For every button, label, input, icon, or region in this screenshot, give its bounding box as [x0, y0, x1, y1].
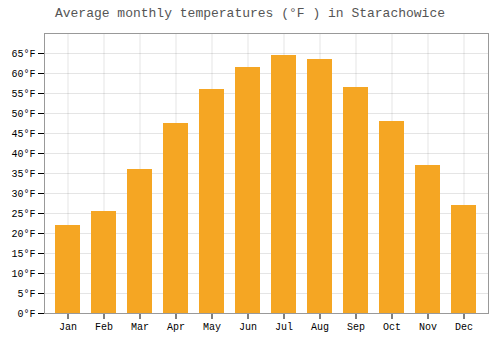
svg-text:Apr: Apr — [167, 322, 185, 333]
svg-text:Oct: Oct — [383, 322, 401, 333]
svg-text:Aug: Aug — [311, 322, 329, 333]
svg-text:Feb: Feb — [95, 322, 113, 333]
svg-text:Mar: Mar — [131, 322, 149, 333]
svg-text:55°F: 55°F — [11, 89, 35, 100]
svg-text:30°F: 30°F — [11, 189, 35, 200]
svg-text:15°F: 15°F — [11, 249, 35, 260]
svg-text:35°F: 35°F — [11, 169, 35, 180]
svg-text:Jul: Jul — [275, 322, 293, 333]
svg-text:0°F: 0°F — [17, 309, 35, 320]
svg-text:Sep: Sep — [347, 322, 365, 333]
html-text:Average monthly temperatures (: Average monthly temperatures (°F ) in St… — [55, 6, 445, 21]
svg-text:May: May — [203, 322, 221, 333]
svg-text:10°F: 10°F — [11, 269, 35, 280]
svg-text:40°F: 40°F — [11, 149, 35, 160]
svg-text:25°F: 25°F — [11, 209, 35, 220]
svg-text:65°F: 65°F — [11, 49, 35, 60]
svg-text:60°F: 60°F — [11, 69, 35, 80]
svg-text:5°F: 5°F — [17, 289, 35, 300]
svg-text:Jan: Jan — [59, 322, 77, 333]
svg-text:Dec: Dec — [455, 322, 473, 333]
svg-text:50°F: 50°F — [11, 109, 35, 120]
svg-text:Nov: Nov — [419, 322, 437, 333]
svg-text:45°F: 45°F — [11, 129, 35, 140]
svg-text:Jun: Jun — [239, 322, 257, 333]
svg-text:20°F: 20°F — [11, 229, 35, 240]
